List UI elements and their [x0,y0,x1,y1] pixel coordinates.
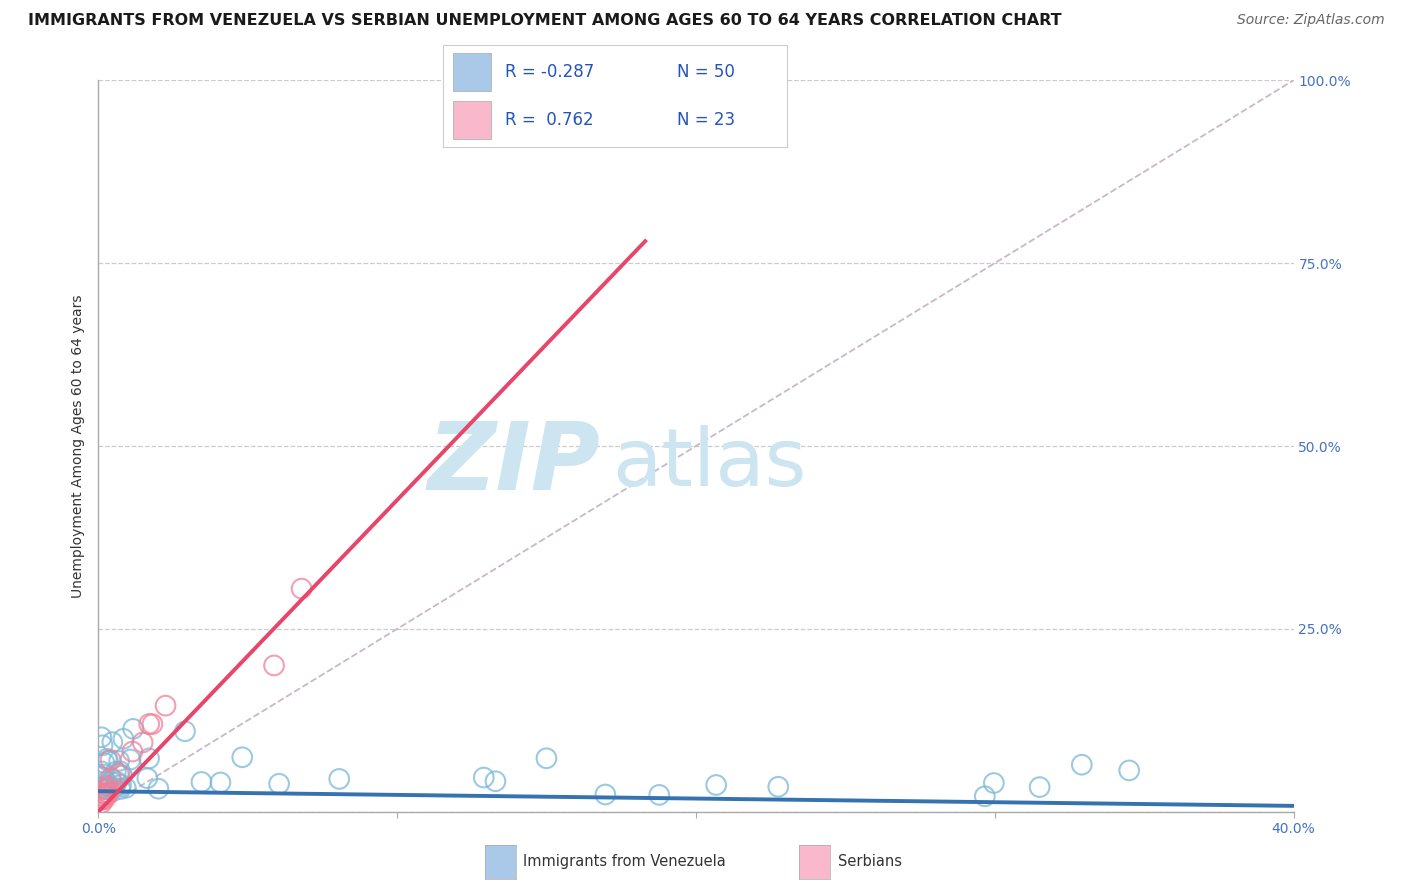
Point [291,582,314,596]
Text: IMMIGRANTS FROM VENEZUELA VS SERBIAN UNEMPLOYMENT AMONG AGES 60 TO 64 YEARS CORR: IMMIGRANTS FROM VENEZUELA VS SERBIAN UNE… [28,13,1062,29]
Point [138,717,160,731]
Point [973,789,995,804]
Point [108,764,131,779]
Point [94,779,117,793]
Point [94,778,117,792]
Point [100,774,122,789]
Text: R =  0.762: R = 0.762 [505,111,593,129]
Point [111,768,134,782]
Point [96,752,118,766]
Point [96,788,118,802]
Point [209,775,232,789]
Point [91,738,114,752]
Point [114,780,136,795]
Point [93,789,115,803]
Point [97,754,120,768]
Point [90,796,112,810]
Point [93,767,115,781]
Point [983,776,1005,790]
Point [595,788,617,802]
Point [94,787,117,801]
Point [112,731,135,746]
Point [100,771,122,785]
Y-axis label: Unemployment Among Ages 60 to 64 years: Unemployment Among Ages 60 to 64 years [72,294,86,598]
Point [110,782,132,797]
Point [97,786,120,800]
Text: atlas: atlas [613,425,807,503]
Point [90,764,112,779]
Point [105,775,128,789]
Point [768,780,790,794]
Point [121,745,143,759]
Point [93,782,115,797]
Text: Source: ZipAtlas.com: Source: ZipAtlas.com [1237,13,1385,28]
Point [107,767,129,781]
Point [141,717,163,731]
Text: ZIP: ZIP [427,418,600,510]
Point [484,774,506,789]
Point [472,771,495,785]
Point [94,782,117,797]
Point [90,780,112,795]
Point [93,787,115,801]
Point [104,764,127,779]
Point [536,751,558,765]
Point [120,753,142,767]
Point [110,778,132,792]
Text: Immigrants from Venezuela: Immigrants from Venezuela [523,855,725,869]
Point [138,751,160,765]
FancyBboxPatch shape [453,101,491,139]
Point [648,788,671,802]
Text: Serbians: Serbians [838,855,903,869]
Point [90,793,112,807]
Point [103,780,125,795]
Point [704,778,727,792]
Point [96,782,118,797]
Point [1028,780,1050,794]
Point [148,781,170,796]
Point [90,731,112,745]
Point [96,774,118,789]
FancyBboxPatch shape [453,53,491,91]
Point [101,735,124,749]
Text: N = 23: N = 23 [678,111,735,129]
Point [94,780,117,795]
Text: R = -0.287: R = -0.287 [505,62,595,81]
Point [100,753,122,767]
Point [190,775,212,789]
Point [90,770,112,784]
Point [131,735,153,749]
Point [90,791,112,805]
Point [90,789,112,804]
Point [93,756,115,770]
Point [269,777,291,791]
Point [174,724,197,739]
Point [328,772,350,786]
Text: N = 50: N = 50 [678,62,735,81]
Point [108,754,131,768]
Point [1070,757,1092,772]
Point [122,722,145,736]
Point [93,792,115,806]
Point [155,698,177,713]
Point [97,780,120,794]
Point [263,658,285,673]
Point [231,750,253,764]
Point [136,771,159,785]
Point [96,785,118,799]
Point [1118,764,1140,778]
